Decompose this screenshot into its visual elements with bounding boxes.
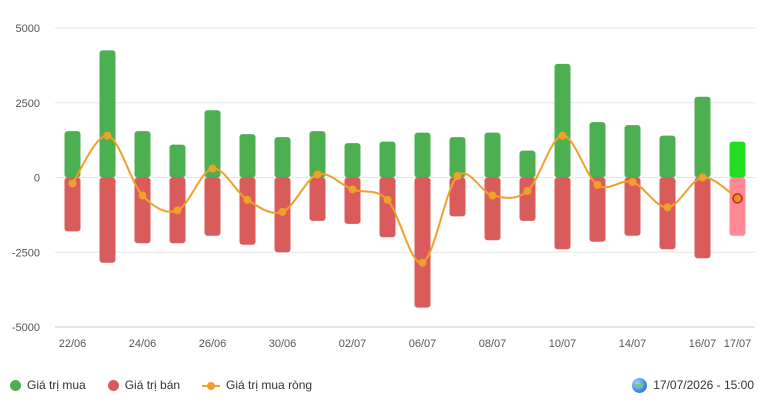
buy-bar bbox=[309, 131, 326, 178]
x-tick-label: 26/06 bbox=[199, 338, 227, 350]
net-point bbox=[208, 164, 217, 173]
net-point bbox=[243, 195, 252, 204]
x-tick-label: 24/06 bbox=[129, 338, 157, 350]
sell-bar bbox=[519, 177, 536, 221]
y-tick-label: -5000 bbox=[12, 322, 40, 334]
timestamp: 17/07/2026 - 15:00 bbox=[632, 373, 754, 397]
buy-bar bbox=[554, 63, 571, 178]
net-point bbox=[453, 172, 462, 181]
net-point bbox=[138, 191, 147, 200]
net-point bbox=[348, 185, 357, 194]
legend-label-net: Giá trị mua ròng bbox=[226, 378, 313, 392]
sell-bar bbox=[309, 177, 326, 221]
x-tick-label: 17/07 bbox=[724, 338, 752, 350]
net-swatch-icon bbox=[202, 380, 221, 391]
buy-bar bbox=[169, 144, 186, 178]
buy-bar bbox=[274, 137, 291, 178]
buy-bar bbox=[379, 141, 396, 178]
sell-bar bbox=[239, 177, 256, 245]
legend-item-net[interactable]: Giá trị mua ròng bbox=[202, 378, 312, 392]
legend-label-buy: Giá trị mua bbox=[27, 378, 86, 392]
buy-bar bbox=[64, 131, 81, 178]
sell-bar bbox=[344, 177, 361, 224]
buy-bar bbox=[729, 141, 746, 178]
sell-bar bbox=[484, 177, 501, 241]
legend: Giá trị mua Giá trị bán Giá trị mua ròng bbox=[10, 373, 312, 397]
buy-bar bbox=[134, 131, 151, 178]
buy-bar bbox=[694, 96, 711, 178]
buy-bar bbox=[589, 122, 606, 178]
net-point bbox=[418, 258, 427, 267]
net-point bbox=[593, 180, 602, 189]
y-tick-label: 0 bbox=[34, 173, 40, 185]
net-point bbox=[628, 177, 637, 186]
x-tick-label: 10/07 bbox=[549, 338, 577, 350]
sell-bar bbox=[694, 177, 711, 259]
y-tick-label: 2500 bbox=[16, 98, 40, 110]
net-point bbox=[488, 191, 497, 200]
buy-bar bbox=[449, 137, 466, 178]
buy-bar bbox=[624, 125, 641, 178]
legend-item-sell[interactable]: Giá trị bán bbox=[107, 378, 181, 392]
x-tick-label: 02/07 bbox=[339, 338, 367, 350]
buy-bar bbox=[99, 50, 116, 178]
x-tick-label: 06/07 bbox=[409, 338, 437, 350]
sell-bar bbox=[134, 177, 151, 244]
sell-bar bbox=[554, 177, 571, 250]
buy-bar bbox=[519, 150, 536, 178]
buy-bar bbox=[239, 134, 256, 178]
net-point bbox=[663, 203, 672, 212]
net-point bbox=[173, 206, 182, 215]
sell-bar bbox=[379, 177, 396, 238]
net-point bbox=[103, 131, 112, 140]
net-point bbox=[698, 173, 707, 182]
sell-bar bbox=[64, 177, 81, 232]
net-point bbox=[313, 170, 322, 179]
legend-label-sell: Giá trị bán bbox=[124, 378, 181, 392]
x-tick-label: 22/06 bbox=[59, 338, 87, 350]
net-point bbox=[278, 207, 287, 216]
sell-bar bbox=[204, 177, 221, 236]
buy-bar bbox=[344, 143, 361, 178]
net-point bbox=[558, 131, 567, 140]
x-tick-label: 30/06 bbox=[269, 338, 297, 350]
sell-bar bbox=[659, 177, 676, 250]
sell-bar bbox=[99, 177, 116, 263]
buy-swatch-icon bbox=[10, 379, 21, 391]
x-tick-label: 14/07 bbox=[619, 338, 647, 350]
y-tick-label: -2500 bbox=[12, 247, 40, 259]
sell-swatch-icon bbox=[107, 379, 119, 391]
chart: 5000 2500 0 -2500 -5000 22/06 24/06 26/06 30/06 0… bbox=[12, 23, 755, 350]
sell-bar bbox=[449, 177, 466, 217]
buy-bar bbox=[204, 110, 221, 178]
buy-bar bbox=[414, 132, 431, 178]
net-point bbox=[383, 195, 392, 204]
timestamp-text: 17/07/2026 - 15:00 bbox=[653, 378, 754, 392]
net-point-highlight bbox=[732, 193, 743, 204]
sell-bar bbox=[589, 177, 606, 242]
sell-bar bbox=[624, 177, 641, 236]
legend-item-buy[interactable]: Giá trị mua bbox=[10, 378, 86, 392]
x-tick-label: 08/07 bbox=[479, 338, 507, 350]
x-tick-label: 16/07 bbox=[689, 338, 717, 350]
buy-bar bbox=[484, 132, 501, 178]
sell-bar bbox=[414, 177, 431, 308]
globe-icon bbox=[632, 377, 648, 393]
net-point bbox=[523, 186, 532, 195]
y-tick-label: 5000 bbox=[16, 23, 40, 35]
buy-bar bbox=[659, 135, 676, 178]
sell-bar bbox=[729, 177, 746, 236]
net-point bbox=[68, 179, 77, 188]
